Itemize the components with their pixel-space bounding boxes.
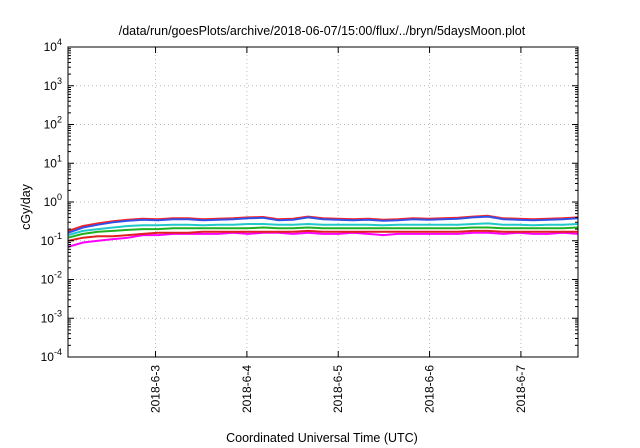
- y-axis-label: cGy/day: [19, 183, 33, 230]
- y-tick-label: 104: [44, 37, 62, 54]
- series-line: [67, 226, 579, 239]
- y-axis: 10-4 10-3 10-2 10-1 100 101 102 103 104: [41, 37, 578, 364]
- y-tick-label: 103: [44, 76, 62, 93]
- x-tick-label: 2018-6-3: [149, 365, 163, 413]
- y-tick-label: 100: [44, 192, 62, 209]
- series-line: [67, 229, 578, 242]
- y-tick-label: 10-4: [41, 347, 62, 364]
- x-axis-label: Coordinated Universal Time (UTC): [226, 431, 418, 445]
- y-tick-label: 101: [44, 153, 62, 170]
- x-tick-label: 2018-6-4: [240, 365, 254, 413]
- x-axis: 2018-6-3 2018-6-4 2018-6-5 2018-6-6 2018-6-7: [149, 47, 528, 413]
- y-tick-label: 10-3: [41, 308, 62, 325]
- series-line: [67, 222, 579, 237]
- y-tick-label: 10-2: [41, 270, 62, 287]
- series-line: [67, 215, 579, 234]
- chart-title: /data/run/goesPlots/archive/2018-06-07/1…: [119, 24, 526, 38]
- series-layer: [67, 214, 579, 248]
- grid: [68, 47, 578, 357]
- x-tick-label: 2018-6-7: [514, 365, 528, 413]
- y-tick-label: 102: [44, 115, 62, 132]
- series-line: [67, 231, 579, 248]
- x-tick-label: 2018-6-6: [423, 365, 437, 413]
- y-tick-label: 10-1: [41, 231, 62, 248]
- x-tick-label: 2018-6-5: [331, 365, 345, 413]
